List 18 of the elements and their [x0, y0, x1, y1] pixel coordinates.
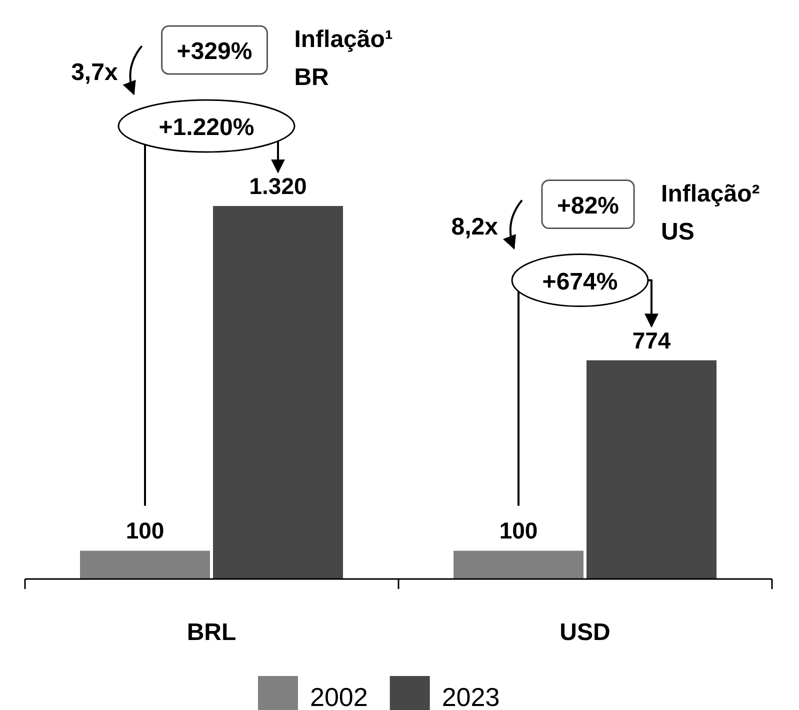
data-label: 1.320 [249, 173, 307, 199]
annotation: Inflação² [661, 180, 760, 208]
data-label: 100 [126, 518, 164, 544]
x-tick-label: BRL [186, 619, 236, 646]
annotation: 8,2x [451, 213, 499, 240]
data-label: 774 [632, 327, 671, 354]
legend-label: 2002 [310, 682, 368, 710]
text: 3,7x [71, 59, 118, 86]
annotation: +674% [542, 268, 618, 296]
text: Inflação¹ [294, 26, 393, 53]
x-tick-label: USD [560, 619, 610, 646]
text: +1.220% [158, 114, 254, 141]
text: BR [294, 64, 329, 91]
annotation: US [661, 218, 694, 246]
annotation: +82% [556, 192, 620, 220]
legend-label: 2023 [442, 682, 500, 710]
data-label: 100 [499, 518, 538, 544]
text: +329% [176, 38, 252, 65]
